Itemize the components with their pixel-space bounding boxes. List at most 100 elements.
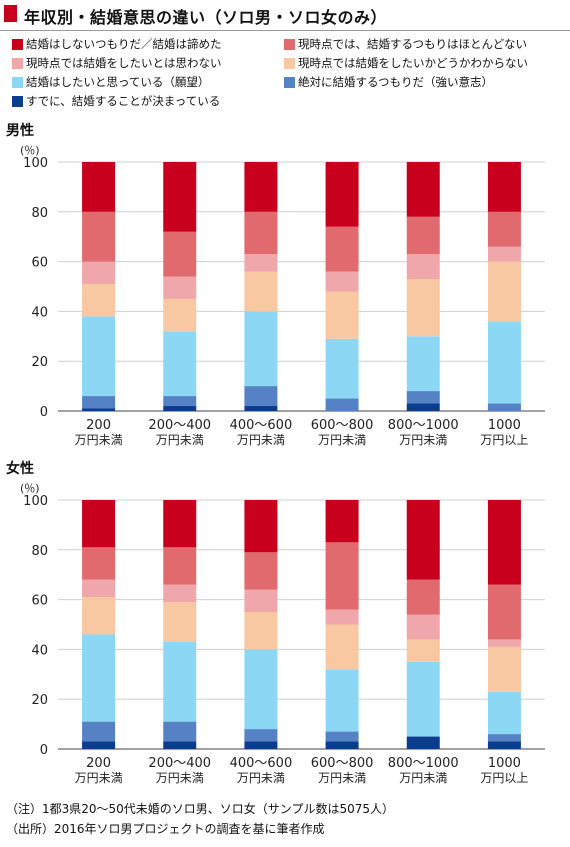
bar-segment — [82, 211, 116, 262]
bar-segment — [487, 691, 521, 735]
bar-segment — [325, 291, 359, 339]
bar-segment — [406, 500, 440, 580]
y-tick-label: 0 — [40, 405, 48, 420]
bar-segment — [325, 338, 359, 399]
x-tick-label: 万円未満 — [75, 771, 123, 785]
bar-segment — [244, 386, 278, 407]
bar-segment — [406, 162, 440, 217]
legend-label: 絶対に結婚するつもりだ（強い意志） — [298, 75, 494, 89]
bar-segment — [163, 231, 197, 277]
bar-segment — [163, 331, 197, 397]
x-tick-label: 600～800 — [311, 418, 374, 433]
x-tick-label: 万円未満 — [318, 433, 366, 447]
y-tick-label: 60 — [31, 256, 48, 271]
legend-swatch — [12, 77, 23, 88]
bar-segment — [406, 336, 440, 392]
x-tick-label: 万円未満 — [237, 771, 285, 785]
x-tick-label: 800～1000 — [388, 756, 459, 771]
bar-segment — [487, 741, 521, 749]
bar-segment — [163, 641, 197, 722]
bar-segment — [487, 211, 521, 247]
bar-segment — [163, 406, 197, 411]
bar-segment — [82, 634, 116, 722]
x-tick-label: 200～400 — [148, 418, 211, 433]
x-tick-label: 400～600 — [230, 418, 293, 433]
bar-segment — [163, 396, 197, 407]
bar-segment — [244, 741, 278, 749]
bar-segment — [325, 162, 359, 227]
bar-segment — [487, 261, 521, 322]
bar-segment — [325, 271, 359, 292]
page-title: 年収別・結婚意思の違い（ソロ男・ソロ女のみ） — [24, 8, 388, 27]
legend-swatch — [284, 39, 295, 50]
x-tick-label: 万円未満 — [156, 771, 204, 785]
chart-female: (％)020406080100200万円未満200～400万円未満400～600… — [20, 482, 545, 785]
bar-segment — [487, 639, 521, 647]
x-tick-label: 600～800 — [311, 756, 374, 771]
footnotes: （注）1都3県20～50代未婚のソロ男、ソロ女（サンプル数は5075人） （出所… — [6, 799, 394, 839]
x-tick-label: 万円以上 — [480, 433, 528, 447]
legend-swatch — [12, 96, 23, 107]
legend-swatch — [12, 39, 23, 50]
bar-segment — [163, 298, 197, 332]
y-axis-label: (％) — [20, 482, 40, 495]
bar-segment — [82, 721, 116, 742]
chart-title-female: 女性 — [6, 461, 34, 477]
x-tick-label: 200～400 — [148, 756, 211, 771]
bar-segment — [244, 211, 278, 255]
bar-segment — [244, 729, 278, 742]
bar-segment — [406, 736, 440, 749]
bar-segment — [244, 271, 278, 312]
title-accent-mark — [4, 5, 17, 22]
bar-segment — [406, 403, 440, 411]
y-tick-label: 100 — [23, 494, 48, 509]
bar-segment — [82, 500, 116, 548]
y-tick-label: 80 — [31, 544, 48, 559]
bar-segment — [244, 254, 278, 272]
bar-segment — [325, 542, 359, 610]
bar-segment — [325, 741, 359, 749]
bar-segment — [487, 500, 521, 585]
bar-segment — [163, 162, 197, 232]
y-tick-label: 20 — [31, 355, 48, 370]
bar-segment — [163, 602, 197, 642]
bar-segment — [244, 612, 278, 650]
bar-segment — [244, 589, 278, 613]
y-tick-label: 80 — [31, 206, 48, 221]
legend-label: 結婚はしないつもりだ／結婚は諦めた — [26, 37, 222, 51]
bar-segment — [325, 731, 359, 742]
legend-label: 現時点では結婚をしたいとは思わない — [26, 56, 222, 70]
x-tick-label: 万円未満 — [75, 433, 123, 447]
footnote-source: （出所）2016年ソロ男プロジェクトの調査を基に筆者作成 — [6, 822, 325, 836]
x-tick-label: 200 — [86, 418, 111, 433]
bar-segment — [487, 403, 521, 411]
bar-segment — [325, 398, 359, 411]
bar-segment — [82, 396, 116, 409]
bar-segment — [325, 624, 359, 670]
bar-segment — [82, 408, 116, 411]
bar-segment — [487, 646, 521, 692]
bar-segment — [82, 162, 116, 212]
bar-segment — [244, 649, 278, 730]
bar-segment — [82, 597, 116, 635]
title-bar: 年収別・結婚意思の違い（ソロ男・ソロ女のみ） — [0, 0, 570, 31]
bar-segment — [406, 639, 440, 662]
x-tick-label: 万円以上 — [480, 771, 528, 785]
x-tick-label: 万円未満 — [399, 433, 447, 447]
x-tick-label: 400～600 — [230, 756, 293, 771]
bar-segment — [406, 614, 440, 640]
legend-label: すでに、結婚することが決まっている — [26, 94, 221, 108]
bar-segment — [82, 284, 116, 317]
bar-segment — [487, 162, 521, 212]
bar-segment — [325, 226, 359, 272]
bar-segment — [487, 321, 521, 404]
bar-segment — [244, 552, 278, 590]
bar-segment — [82, 261, 116, 285]
x-tick-label: 200 — [86, 756, 111, 771]
x-tick-label: 万円未満 — [399, 771, 447, 785]
x-tick-label: 1000 — [488, 418, 521, 433]
legend-swatch — [284, 77, 295, 88]
bar-segment — [406, 661, 440, 737]
bar-segment — [406, 216, 440, 255]
bar-segment — [163, 500, 197, 548]
